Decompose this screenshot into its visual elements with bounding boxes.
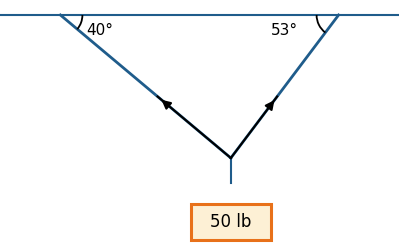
Text: 50 lb: 50 lb [210, 213, 251, 231]
FancyBboxPatch shape [191, 204, 271, 240]
Text: 40°: 40° [87, 23, 113, 38]
Text: 53°: 53° [271, 23, 298, 38]
